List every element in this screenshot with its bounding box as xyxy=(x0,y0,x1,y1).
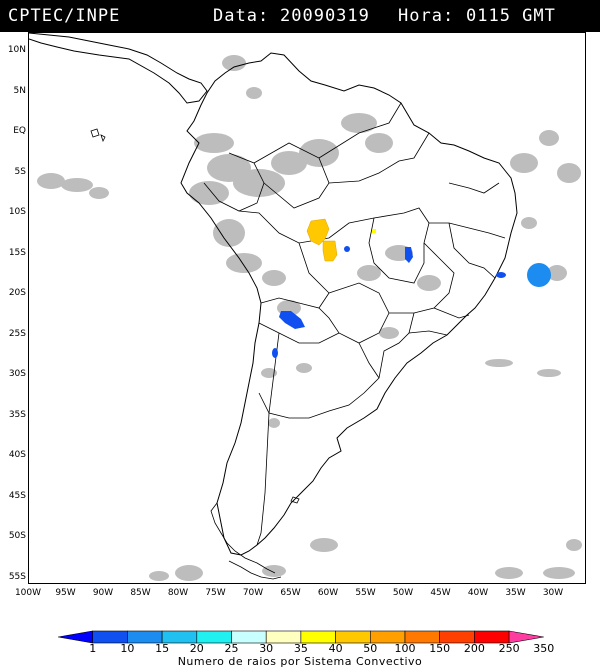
lon-label: 35W xyxy=(505,588,526,598)
lat-label: 40S xyxy=(8,450,26,460)
lon-label: 85W xyxy=(130,588,151,598)
date-value: 20090319 xyxy=(280,6,370,26)
lon-label: 65W xyxy=(280,588,301,598)
lon-label: 50W xyxy=(392,588,414,598)
lat-label: 35S xyxy=(8,409,26,420)
lat-label: 30S xyxy=(8,369,26,379)
colorbar-label: 30 xyxy=(259,642,274,655)
lon-label: 60W xyxy=(317,588,339,598)
lon-label: 75W xyxy=(205,588,226,598)
time-value: 0115 GMT xyxy=(466,6,556,26)
source-title: CPTEC/INPE xyxy=(8,6,121,26)
lat-label: 45S xyxy=(8,490,26,501)
colorbar-label: 35 xyxy=(293,642,308,655)
central-america xyxy=(29,33,208,104)
lat-label: 15S xyxy=(8,247,26,258)
colorbar-label: 250 xyxy=(498,642,520,655)
lat-label: 55S xyxy=(8,571,26,582)
lon-label: 80W xyxy=(167,588,189,598)
colorbar-label: 100 xyxy=(394,642,416,655)
colorbar-label: 15 xyxy=(155,642,170,655)
map-canvas xyxy=(29,33,582,581)
map-frame xyxy=(28,32,586,584)
time-label: Hora: xyxy=(398,6,455,26)
colorbar-label: 200 xyxy=(463,642,485,655)
lat-label: 5S xyxy=(14,166,26,177)
date-label: Data: xyxy=(213,6,270,26)
lon-label: 70W xyxy=(242,588,264,598)
lon-label: 40W xyxy=(467,588,489,598)
colorbar-label: 40 xyxy=(328,642,343,655)
colorbar-label: 10 xyxy=(120,642,135,655)
title-bar: CPTEC/INPE Data: 20090319 Hora: 0115 GMT xyxy=(0,0,600,32)
lat-label: 5N xyxy=(13,85,26,96)
lon-label: 45W xyxy=(430,588,451,598)
lat-label: 20S xyxy=(8,288,26,298)
lat-label: 10N xyxy=(7,45,26,55)
convective-systems xyxy=(272,218,551,358)
colorbar-label: 25 xyxy=(224,642,239,655)
colorbar-label: 20 xyxy=(189,642,204,655)
lat-label: 10S xyxy=(8,207,26,217)
colorbar-segment xyxy=(58,630,94,644)
lon-label: 30W xyxy=(542,588,564,598)
lon-label: 95W xyxy=(55,588,76,598)
coastline xyxy=(180,52,518,556)
lat-label: 25S xyxy=(8,328,26,339)
colorbar-label: 50 xyxy=(363,642,378,655)
colorbar-label: 1 xyxy=(89,642,97,655)
lat-label: EQ xyxy=(13,126,26,136)
lon-label: 100W xyxy=(14,588,42,598)
country-borders xyxy=(203,102,506,546)
colorbar-title: Numero de raios por Sistema Convectivo xyxy=(177,655,423,668)
galapagos-islands xyxy=(90,128,106,143)
lon-label: 90W xyxy=(92,588,114,598)
southern-islands xyxy=(210,496,300,580)
lon-label: 55W xyxy=(355,588,376,598)
lat-label: 50S xyxy=(8,531,26,541)
cloud-cover xyxy=(37,55,582,581)
colorbar-label: 150 xyxy=(429,642,451,655)
colorbar-label: 350 xyxy=(533,642,555,655)
colorbar xyxy=(58,630,544,644)
colorbar-segment xyxy=(508,630,544,644)
